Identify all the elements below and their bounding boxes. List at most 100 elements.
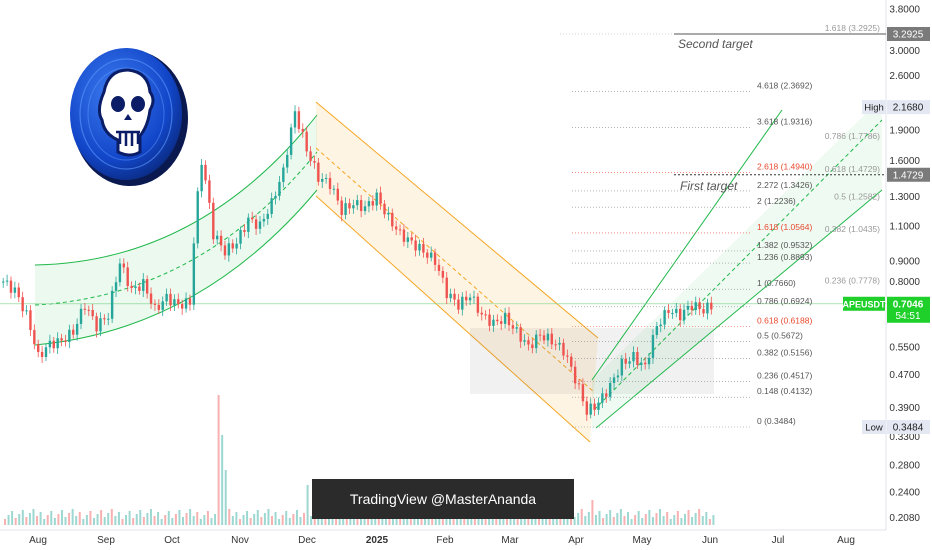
candle-body <box>418 243 421 251</box>
fib-level-label: 0.236 (0.7778) <box>825 275 880 285</box>
volume-bar <box>32 509 35 525</box>
uptrend-channel-2024 <box>34 114 318 346</box>
fib-level-label: 1.618 (1.0564) <box>757 222 812 232</box>
x-tick-label: Apr <box>568 535 584 546</box>
candle-body <box>554 344 557 346</box>
candle-body <box>562 342 565 356</box>
candle-body <box>636 352 639 365</box>
volume-bar <box>669 519 672 525</box>
candle-body <box>196 191 199 244</box>
volume-bar <box>271 516 273 525</box>
volume-bar <box>495 517 498 525</box>
candle-body <box>519 327 522 342</box>
volume-bar <box>609 510 612 525</box>
volume-bar <box>4 519 6 525</box>
x-tick-label: Feb <box>436 535 454 546</box>
downtrend-channel-top <box>315 101 599 339</box>
y-tick-label: 2.6000 <box>889 71 920 82</box>
candle-body <box>558 342 561 345</box>
candle-body <box>161 301 164 310</box>
volume-bar <box>523 518 526 525</box>
volume-bar <box>338 517 341 525</box>
candle-body <box>204 164 207 181</box>
x-tick-label: Aug <box>837 535 855 546</box>
fib-level-label: 1.236 (0.8893) <box>757 252 812 262</box>
candle-body <box>118 263 122 283</box>
uptrend-channel-mid <box>34 151 318 306</box>
candle-body <box>457 299 460 310</box>
candle-body <box>134 286 137 289</box>
x-tick-label: Sep <box>97 535 115 546</box>
candle-body <box>223 245 227 256</box>
volume-bar <box>178 510 181 525</box>
candle-body <box>227 243 231 256</box>
candle-body <box>17 287 20 298</box>
candle-body <box>21 297 24 312</box>
candle-body <box>153 303 157 305</box>
fib-level-label: 2.272 (1.3426) <box>757 180 812 190</box>
candle-body <box>110 290 114 319</box>
candle-body <box>180 304 184 309</box>
volume-bar <box>342 513 345 525</box>
y-tick-label: 0.5500 <box>889 343 920 354</box>
candle-body <box>60 338 63 341</box>
candle-body <box>429 252 433 258</box>
volume-bar <box>203 515 206 525</box>
volume-bar <box>295 510 298 525</box>
candle-body <box>130 286 133 289</box>
last-price-value: 0.7046 <box>893 299 924 310</box>
volume-bar <box>680 518 683 525</box>
volume-bar <box>135 514 138 525</box>
volume-bar <box>71 509 74 525</box>
candle-body <box>301 128 304 132</box>
x-tick-label: Dec <box>298 535 316 546</box>
volume-bar <box>139 510 142 525</box>
candle-body <box>262 218 266 222</box>
price-badge-value: 3.2925 <box>893 30 924 41</box>
candle-body <box>682 309 686 321</box>
volume-bar <box>566 514 569 525</box>
candle-body <box>391 212 394 227</box>
candle-body <box>702 309 705 314</box>
fib-level-label: 0.618 (1.4729) <box>825 164 880 174</box>
fib-level-label: 2.618 (1.4940) <box>757 161 812 171</box>
volume-bar <box>320 515 323 525</box>
volume-bar <box>18 514 21 525</box>
candle-body <box>492 319 495 326</box>
volume-bar <box>306 485 309 525</box>
candle-body <box>68 329 71 342</box>
price-badge-value: 1.4729 <box>893 170 924 181</box>
candle-body <box>678 308 682 321</box>
volume-bar <box>196 512 199 525</box>
volume-bar <box>612 517 615 525</box>
volume-bar <box>434 519 437 525</box>
fib-level-label: 0.236 (0.4517) <box>757 371 812 381</box>
candle-body <box>500 321 503 324</box>
volume-bar <box>666 512 669 525</box>
volume-bar <box>449 514 451 525</box>
volume-bar <box>7 515 10 525</box>
volume-bar <box>406 518 409 525</box>
candle-body <box>531 344 534 349</box>
candle-body <box>212 202 215 240</box>
volume-bar <box>96 514 99 525</box>
volume-bar <box>627 512 629 525</box>
y-tick-label: 0.4700 <box>889 370 920 381</box>
volume-bar <box>456 517 459 525</box>
volume-bar <box>121 519 124 525</box>
candle-body <box>523 340 526 342</box>
volume-bar <box>149 509 152 525</box>
candle-body <box>286 154 289 168</box>
range-box <box>470 328 714 394</box>
volume-bar <box>160 519 163 525</box>
candle-body <box>282 167 285 182</box>
volume-bar <box>235 512 238 525</box>
candle-body <box>667 310 670 313</box>
volume-bar <box>466 516 469 525</box>
volume-bar <box>605 514 608 525</box>
volume-bar <box>505 516 508 525</box>
candle-body <box>546 333 550 341</box>
candle-body <box>675 308 678 313</box>
volume-bar <box>142 517 145 525</box>
